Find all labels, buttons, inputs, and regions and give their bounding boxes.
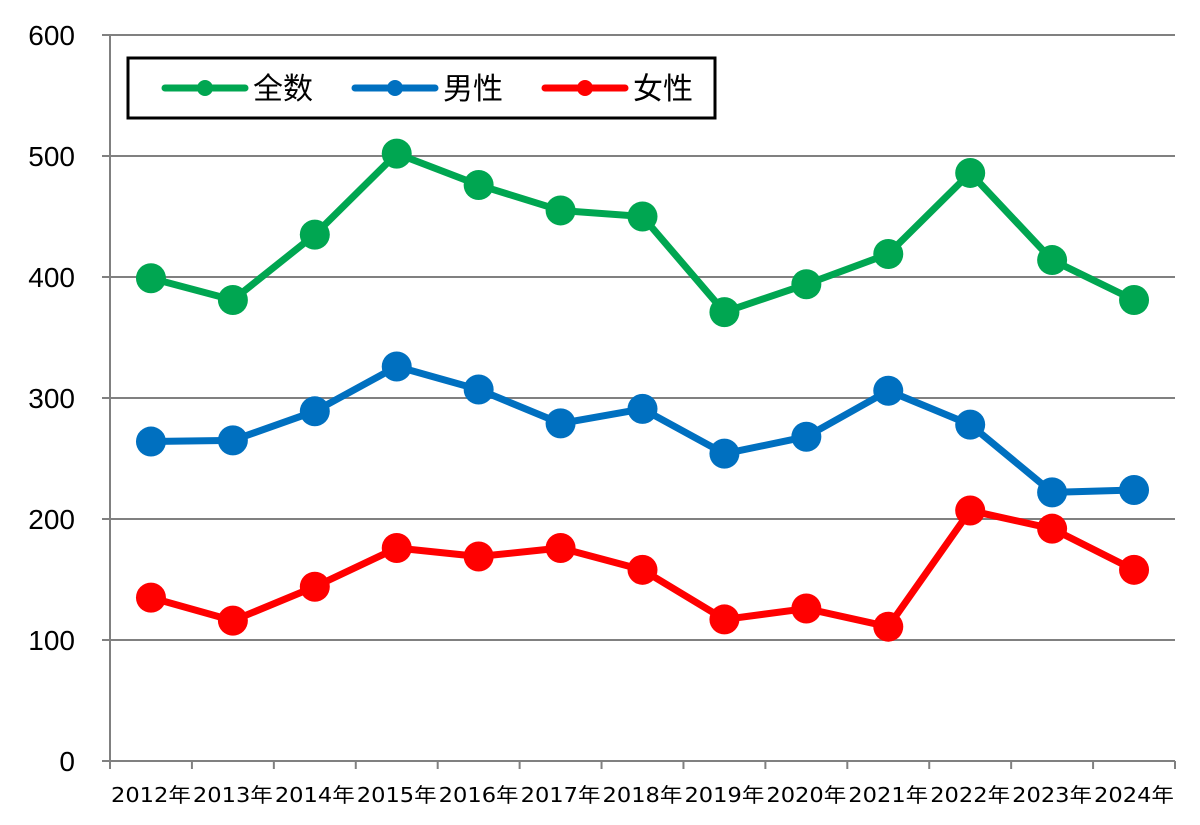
series-female — [135, 495, 1150, 642]
legend-label-total: 全数 — [253, 72, 313, 107]
x-tick-label: 2017年 — [521, 783, 601, 807]
y-tick-labels: 0 100 200 300 400 500 600 — [28, 20, 75, 777]
x-tick-label: 2021年 — [848, 783, 928, 807]
data-point-total — [463, 170, 494, 201]
data-point-male — [955, 409, 986, 440]
data-point-male — [873, 375, 904, 406]
data-point-female — [545, 533, 576, 564]
x-tick-label: 2013年 — [193, 783, 273, 807]
data-point-female — [709, 604, 740, 635]
series-group — [135, 138, 1150, 642]
data-point-total — [1119, 284, 1150, 315]
data-point-male — [217, 425, 248, 456]
data-point-total — [791, 269, 822, 300]
y-tick-label: 200 — [28, 504, 75, 535]
y-tick-label: 100 — [28, 625, 75, 656]
data-point-female — [791, 593, 822, 624]
series-line-total — [147, 150, 1138, 316]
data-point-male — [299, 396, 330, 427]
legend-label-female: 女性 — [633, 72, 693, 107]
legend-item-male: 男性 — [351, 72, 503, 107]
data-point-total — [545, 195, 576, 226]
data-point-male — [709, 438, 740, 469]
data-point-male — [791, 421, 822, 452]
series-total — [135, 138, 1150, 328]
data-point-male — [135, 426, 166, 457]
y-tick-label: 400 — [28, 262, 75, 293]
x-tick-label: 2016年 — [439, 783, 519, 807]
x-tick-label: 2019年 — [684, 783, 764, 807]
data-point-female — [217, 605, 248, 636]
legend-swatch-marker-female — [577, 80, 593, 96]
x-tick-label: 2020年 — [766, 783, 846, 807]
data-point-male — [1037, 477, 1068, 508]
series-line-male — [147, 363, 1138, 496]
y-tick-label: 0 — [59, 746, 75, 777]
data-point-male — [627, 393, 658, 424]
legend-item-female: 女性 — [541, 72, 693, 107]
series-male — [135, 351, 1150, 508]
data-point-total — [217, 284, 248, 315]
x-tick-label: 2024年 — [1094, 783, 1174, 807]
data-point-male — [381, 351, 412, 382]
x-tick-label: 2014年 — [275, 783, 355, 807]
y-tick-label: 600 — [28, 20, 75, 51]
x-tick-label: 2012年 — [111, 783, 191, 807]
data-point-total — [709, 297, 740, 328]
data-point-female — [955, 495, 986, 526]
data-point-female — [1119, 554, 1150, 585]
data-point-total — [299, 219, 330, 250]
data-point-female — [627, 554, 658, 585]
data-point-total — [135, 263, 166, 294]
x-tick-labels: 2012年 2013年 2014年 2015年 2016年 2017年 2018年 2019年… — [111, 783, 1174, 807]
data-point-female — [381, 533, 412, 564]
data-point-female — [1037, 513, 1068, 544]
data-point-male — [463, 374, 494, 405]
data-point-male — [1119, 474, 1150, 505]
y-tick-label: 300 — [28, 383, 75, 414]
legend-label-male: 男性 — [443, 72, 503, 107]
x-tick-label: 2015年 — [357, 783, 437, 807]
data-point-female — [873, 611, 904, 642]
y-tick-label: 500 — [28, 141, 75, 172]
data-point-female — [463, 541, 494, 572]
legend: 全数 男性 女性 — [126, 56, 717, 120]
data-point-total — [627, 201, 658, 232]
legend-swatch-marker-male — [387, 80, 403, 96]
legend-swatch-marker-total — [197, 80, 213, 96]
legend-item-total: 全数 — [161, 72, 313, 107]
x-tick-label: 2022年 — [930, 783, 1010, 807]
data-point-total — [381, 138, 412, 169]
data-point-female — [135, 582, 166, 613]
data-point-total — [955, 157, 986, 188]
axes — [109, 35, 1175, 762]
x-tick-label: 2018年 — [603, 783, 683, 807]
data-point-total — [873, 239, 904, 270]
x-tick-label: 2023年 — [1012, 783, 1092, 807]
data-point-female — [299, 571, 330, 602]
data-point-male — [545, 408, 576, 439]
data-point-total — [1037, 245, 1068, 276]
